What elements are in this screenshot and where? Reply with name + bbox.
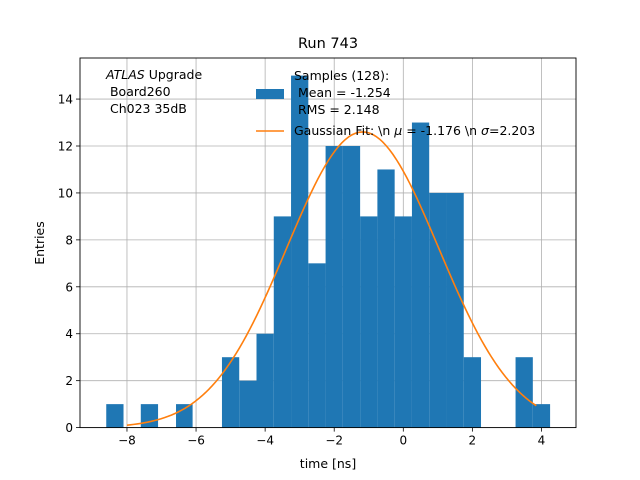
y-axis-label: Entries: [32, 221, 47, 265]
y-tick-label: 10: [58, 186, 73, 200]
histogram-bar: [394, 216, 412, 428]
y-tick-label: 2: [65, 374, 73, 388]
histogram-bar: [273, 216, 292, 428]
channel-label: Ch023 35dB: [106, 101, 187, 116]
y-tick-label: 4: [65, 327, 73, 341]
histogram-bar: [221, 357, 240, 428]
legend-hist-rms: RMS = 2.148: [294, 102, 380, 117]
y-tick-label: 12: [58, 140, 73, 154]
histogram-bar: [532, 404, 551, 428]
x-axis-ticks: −8 −6 −4 −2 0 2 4: [118, 427, 546, 448]
histogram-bar: [377, 169, 395, 428]
atlas-suffix: Upgrade: [145, 67, 203, 82]
histogram-bar: [176, 404, 193, 428]
histogram-bar: [429, 192, 447, 428]
y-tick-label: 14: [58, 93, 73, 107]
histogram-bar: [256, 333, 274, 428]
atlas-label: ATLAS Upgrade: [105, 67, 202, 82]
legend: Samples (128): Mean = -1.254 RMS = 2.148…: [256, 68, 535, 138]
histogram-bar: [291, 75, 309, 428]
histogram-bar: [411, 122, 430, 428]
histogram-bar: [515, 357, 533, 428]
x-tick-label: 4: [538, 434, 546, 448]
histogram-bar: [140, 404, 159, 428]
histogram-bar: [360, 216, 378, 428]
fit-curve-group: [126, 131, 537, 426]
x-tick-label: −8: [118, 434, 136, 448]
x-tick-label: −6: [187, 434, 205, 448]
y-axis-ticks: 0 2 4 6 8 10 12 14: [58, 93, 80, 435]
histogram-bar: [325, 146, 343, 428]
board-label: Board260: [106, 84, 171, 99]
y-tick-label: 8: [65, 233, 73, 247]
histogram-bar: [239, 380, 257, 428]
chart-title: Run 743: [298, 36, 358, 52]
x-tick-label: 0: [399, 434, 407, 448]
histogram-bar: [446, 192, 464, 428]
x-tick-label: 2: [469, 434, 477, 448]
histogram-bar: [463, 357, 482, 428]
gaussian-fit-line: [126, 131, 537, 426]
legend-hist-title: Samples (128):: [294, 68, 389, 83]
atlas-word: ATLAS: [105, 67, 145, 82]
histogram-bar: [342, 146, 361, 428]
plot-frame: [79, 57, 577, 429]
x-axis-label: time [ns]: [300, 456, 356, 471]
histogram-bar: [308, 263, 326, 428]
legend-fit-label: Gaussian Fit: \n μ = -1.176 \n σ=2.203: [294, 123, 535, 138]
x-tick-label: −4: [256, 434, 274, 448]
histogram-bars: [106, 75, 551, 428]
y-tick-label: 0: [65, 421, 73, 435]
histogram-bar: [106, 404, 124, 428]
legend-hist-swatch: [256, 89, 284, 99]
x-tick-label: −2: [325, 434, 343, 448]
y-tick-label: 6: [65, 280, 73, 294]
legend-hist-mean: Mean = -1.254: [294, 85, 391, 100]
